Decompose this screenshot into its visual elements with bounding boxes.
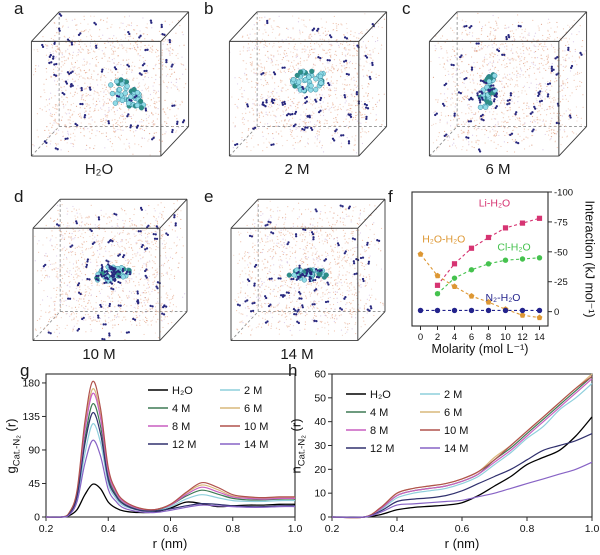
- panel-caption-a: H₂O: [84, 161, 114, 178]
- h-x-axis-label: r (nm): [444, 536, 480, 551]
- simulation-box-6m: [428, 11, 588, 157]
- panel-letter-f: f: [388, 187, 393, 206]
- panel-caption-e: 14 M: [280, 346, 314, 363]
- simulation-box-h2o: [30, 11, 190, 157]
- panel-caption-c: 6 M: [485, 161, 511, 178]
- g-ylabel-main: g: [3, 466, 19, 474]
- interaction-energy-chart: 0 2 4 6 8 10 12 140-25-50-75-100Li-H₂OCl-H₂OH₂O…: [411, 188, 573, 343]
- simulation-box-14m: [230, 198, 386, 342]
- panel-caption-b: 2 M: [284, 161, 310, 178]
- simulation-box-10m: [32, 198, 188, 342]
- panel-letter-g: g: [20, 361, 30, 380]
- h-y-axis-label: nCat.-N₂ (r): [289, 419, 308, 474]
- h-ylabel-rest: (r): [288, 418, 304, 436]
- panel-letter-d: d: [14, 187, 24, 206]
- f-x-axis-label: Molarity (mol L⁻¹): [431, 342, 529, 356]
- g-ylabel-sub: Cat.-N₂: [11, 435, 23, 467]
- panel-letter-e: e: [204, 187, 214, 206]
- panel-c: c 6 M: [396, 0, 600, 186]
- h-ylabel-sub: Cat.-N₂: [296, 435, 308, 467]
- g-x-axis-label: r (nm): [152, 536, 188, 551]
- panel-letter-h: h: [288, 361, 298, 380]
- f-y-axis-label: Interaction (kJ mol⁻¹): [582, 200, 597, 318]
- panel-d: d 10 M: [0, 186, 198, 364]
- panel-letter-b: b: [204, 0, 214, 18]
- g-y-axis-label: gCat.-N₂ (r): [4, 419, 23, 474]
- simulation-box-2m: [228, 11, 388, 157]
- panel-e: e 14 M: [198, 186, 396, 364]
- panel-f: f 0 2 4 6 8 10 12 14 0 -25 -50 -75 -100 Li-H₂O Cl-H₂O H…: [388, 186, 600, 364]
- panel-caption-d: 10 M: [82, 346, 116, 363]
- h-ylabel-main: n: [288, 466, 304, 474]
- panel-letter-c: c: [402, 0, 411, 18]
- panel-a: a H₂O: [0, 0, 198, 186]
- panel-b: b 2 M: [198, 0, 396, 186]
- panel-letter-a: a: [14, 0, 24, 18]
- g-ylabel-rest: (r): [3, 418, 19, 436]
